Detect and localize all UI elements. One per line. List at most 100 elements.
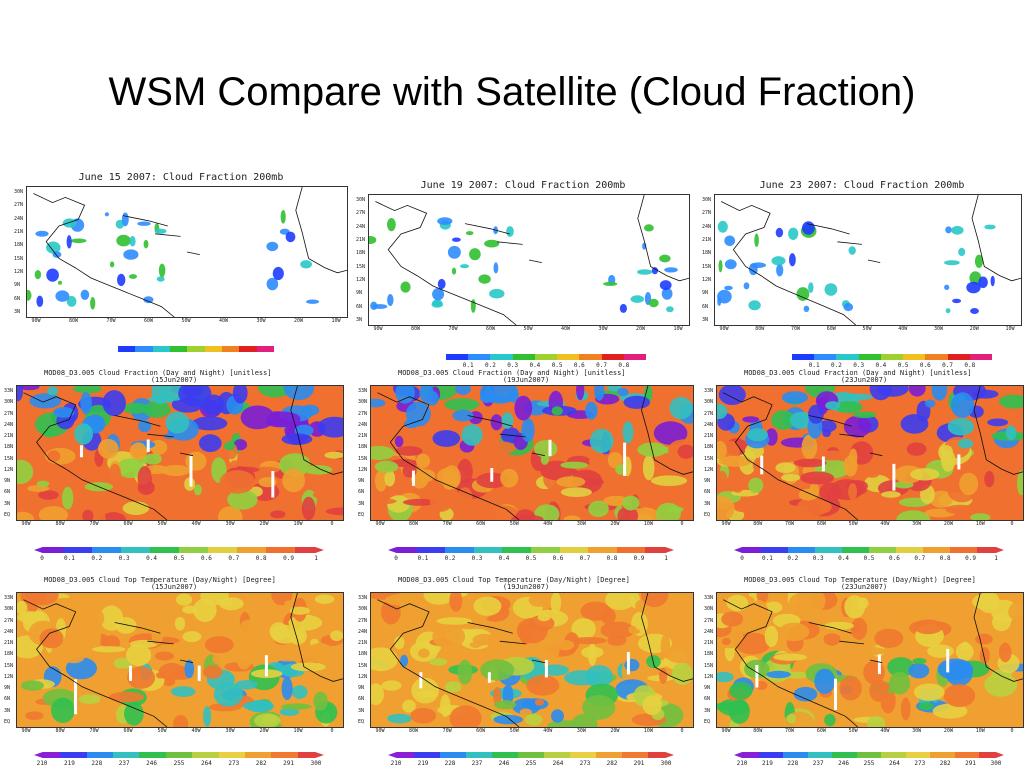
panel-title: MOD08_D3.005 Cloud Fraction (Day and Nig… bbox=[44, 369, 272, 377]
modis-ctt-panel-2: MOD08_D3.005 Cloud Top Temperature (Day/… bbox=[358, 576, 694, 767]
wsm-panel-3: June 23 2007: Cloud Fraction 200mb 30N 27N… bbox=[702, 180, 1022, 375]
colorbar-label: 0.5 bbox=[551, 362, 563, 369]
longitude-label: 60W bbox=[826, 326, 836, 332]
longitude-label: 40W bbox=[880, 728, 890, 734]
latitude-label: 3N bbox=[704, 500, 711, 507]
latitude-label: 6N bbox=[4, 489, 11, 496]
longitude-label: 20W bbox=[969, 326, 979, 332]
longitude-label: 80W bbox=[753, 728, 763, 734]
colorbar-label: 0.7 bbox=[579, 555, 591, 562]
longitude-label: 60W bbox=[476, 728, 486, 734]
latitude-label: 18N bbox=[704, 444, 714, 451]
colorbar-label: 0.8 bbox=[606, 555, 618, 562]
wsm-panel-1: June 15 2007: Cloud Fraction 200mb 30N 27N… bbox=[14, 172, 348, 367]
longitude-label: 40W bbox=[880, 521, 890, 527]
colorbar-swatch bbox=[557, 354, 580, 360]
colorbar-label: 291 bbox=[633, 760, 645, 767]
longitude-label: 30W bbox=[225, 521, 235, 527]
latitude-label: 21N bbox=[4, 433, 14, 440]
colorbar-label: 0.4 bbox=[146, 555, 158, 562]
colorbar-swatch bbox=[930, 752, 955, 758]
longitude-label: 70W bbox=[89, 728, 99, 734]
colorbar-label: 255 bbox=[863, 760, 875, 767]
latitude-label: 6N bbox=[358, 489, 365, 496]
colorbar bbox=[734, 752, 1004, 758]
latitude-label: 24N bbox=[4, 421, 14, 428]
longitude-label: 50W bbox=[848, 728, 858, 734]
colorbar-label: 0.2 bbox=[444, 555, 456, 562]
latitude-label: EQ bbox=[358, 719, 365, 725]
longitude-label: 20W bbox=[259, 728, 269, 734]
colorbar-swatch bbox=[623, 354, 646, 360]
latitude-label: 24N bbox=[358, 421, 368, 428]
colorbar-label: 0.6 bbox=[888, 555, 900, 562]
colorbar-swatch bbox=[63, 547, 92, 553]
colorbar-swatch bbox=[815, 547, 842, 553]
map-area bbox=[16, 385, 344, 521]
latitude-label: 27N bbox=[4, 617, 14, 624]
longitude-label: 90W bbox=[375, 728, 385, 734]
colorbar-swatch bbox=[388, 752, 414, 758]
latitude-label: 6N bbox=[704, 696, 711, 703]
colorbar-label: 0.8 bbox=[939, 555, 951, 562]
panel-date: (19Jun2007) bbox=[502, 376, 550, 384]
colorbar-swatch bbox=[244, 752, 272, 758]
colorbar-label: 0 bbox=[740, 555, 744, 562]
colorbar-swatch bbox=[588, 547, 617, 553]
panel-title: MOD08_D3.005 Cloud Fraction (Day and Nig… bbox=[398, 369, 626, 377]
longitude-label: 90W bbox=[21, 521, 31, 527]
latitude-label: 12N bbox=[704, 466, 714, 473]
latitude-label: 30N bbox=[356, 197, 366, 203]
latitude-label: EQ bbox=[4, 719, 11, 725]
colorbar-swatch bbox=[792, 354, 815, 360]
latitude-label: 12N bbox=[704, 673, 714, 680]
longitude-label: 20W bbox=[293, 318, 304, 324]
colorbar-swatch bbox=[187, 346, 205, 352]
colorbar-label: 1 bbox=[994, 555, 998, 562]
latitude-label: 6N bbox=[14, 295, 21, 302]
longitude-label: 80W bbox=[753, 521, 763, 527]
latitude-label: 12N bbox=[356, 277, 366, 283]
longitude-label: 40W bbox=[898, 326, 908, 332]
colorbar-swatch bbox=[446, 354, 469, 360]
colorbar-label: 291 bbox=[283, 760, 295, 767]
colorbar-swatch bbox=[466, 752, 492, 758]
longitude-label: 10W bbox=[975, 521, 985, 527]
latitude-label: 15N bbox=[358, 662, 368, 669]
colorbar-swatch bbox=[518, 752, 544, 758]
colorbar-swatch bbox=[208, 547, 237, 553]
longitude-label: 60W bbox=[123, 521, 133, 527]
modis-cf-panel-1: MOD08_D3.005 Cloud Fraction (Day and Nig… bbox=[4, 369, 344, 569]
colorbar-label: 0.1 bbox=[808, 362, 820, 369]
map-plot bbox=[717, 195, 1021, 325]
colorbar-swatch bbox=[192, 752, 219, 758]
longitude-label: 20W bbox=[943, 521, 953, 527]
latitude-label: 18N bbox=[358, 651, 368, 658]
colorbar-swatch bbox=[969, 354, 992, 360]
latitude-label: 15N bbox=[704, 455, 714, 462]
colorbar-swatch bbox=[492, 752, 518, 758]
longitude-label: 30W bbox=[912, 728, 922, 734]
modis-ctt-panel-1: MOD08_D3.005 Cloud Top Temperature (Day/… bbox=[4, 576, 344, 767]
colorbar-swatch bbox=[570, 752, 596, 758]
colorbar-swatch bbox=[271, 752, 298, 758]
latitude-label: 3N bbox=[4, 707, 11, 714]
colorbar-swatch bbox=[903, 354, 926, 360]
longitude-label: 80W bbox=[755, 326, 765, 332]
colorbar-label: 273 bbox=[228, 760, 240, 767]
latitude-label: EQ bbox=[4, 512, 11, 518]
colorbar-label: 219 bbox=[417, 760, 429, 767]
colorbar-label: 255 bbox=[525, 760, 537, 767]
colorbar-swatch bbox=[237, 547, 266, 553]
colorbar-label: 0.2 bbox=[831, 362, 842, 369]
map-plot bbox=[717, 386, 1023, 520]
latitude-label: 3N bbox=[4, 500, 11, 507]
colorbar-swatch bbox=[113, 752, 140, 758]
colorbar-label: 246 bbox=[838, 760, 850, 767]
longitude-label: 40W bbox=[543, 728, 553, 734]
latitude-label: 24N bbox=[704, 421, 714, 428]
colorbar-label: 0.6 bbox=[200, 555, 212, 562]
panel-date: (23Jun2007) bbox=[840, 376, 888, 384]
latitude-label: 12N bbox=[4, 673, 14, 680]
colorbar-swatch bbox=[221, 346, 240, 352]
